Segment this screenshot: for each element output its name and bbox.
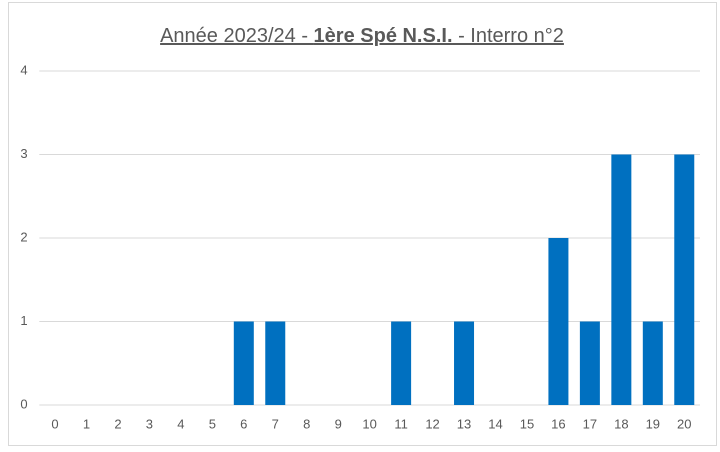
x-tick-label: 9 — [335, 416, 342, 431]
bar — [611, 154, 632, 405]
x-tick-label: 15 — [520, 416, 534, 431]
x-tick-label: 20 — [677, 416, 691, 431]
x-tick-label: 1 — [83, 416, 90, 431]
x-tick-label: 10 — [362, 416, 376, 431]
x-tick-label: 11 — [394, 416, 408, 431]
chart-frame — [8, 2, 717, 446]
bar — [548, 238, 569, 405]
x-tick-label: 6 — [240, 416, 247, 431]
x-tick-label: 4 — [177, 416, 184, 431]
bar — [642, 321, 663, 405]
x-tick-label: 12 — [425, 416, 439, 431]
x-tick-label: 14 — [488, 416, 502, 431]
x-tick-label: 13 — [457, 416, 471, 431]
x-tick-label: 8 — [303, 416, 310, 431]
y-tick-label: 3 — [20, 146, 27, 161]
x-tick-label: 7 — [272, 416, 279, 431]
x-tick-label: 17 — [583, 416, 597, 431]
bar — [391, 321, 412, 405]
x-tick-label: 5 — [209, 416, 216, 431]
bar — [579, 321, 600, 405]
bar — [265, 321, 286, 405]
title-part: - Interro n°2 — [453, 25, 564, 47]
x-tick-label: 18 — [614, 416, 628, 431]
x-tick-label: 19 — [646, 416, 660, 431]
x-tick-label: 2 — [114, 416, 121, 431]
y-tick-label: 0 — [20, 396, 27, 411]
x-tick-label: 3 — [146, 416, 153, 431]
title-part: 1ère Spé N.S.I. — [314, 25, 453, 47]
x-tick-label: 0 — [51, 416, 58, 431]
bar — [454, 321, 475, 405]
y-tick-label: 2 — [20, 229, 27, 244]
x-tick-label: 16 — [551, 416, 565, 431]
y-tick-label: 4 — [20, 62, 27, 77]
y-tick-label: 1 — [20, 313, 27, 328]
chart-title: Année 2023/24 - 1ère Spé N.S.I. - Interr… — [160, 25, 564, 47]
bar — [233, 321, 254, 405]
title-part: Année 2023/24 - — [160, 25, 313, 47]
bar — [674, 154, 695, 405]
